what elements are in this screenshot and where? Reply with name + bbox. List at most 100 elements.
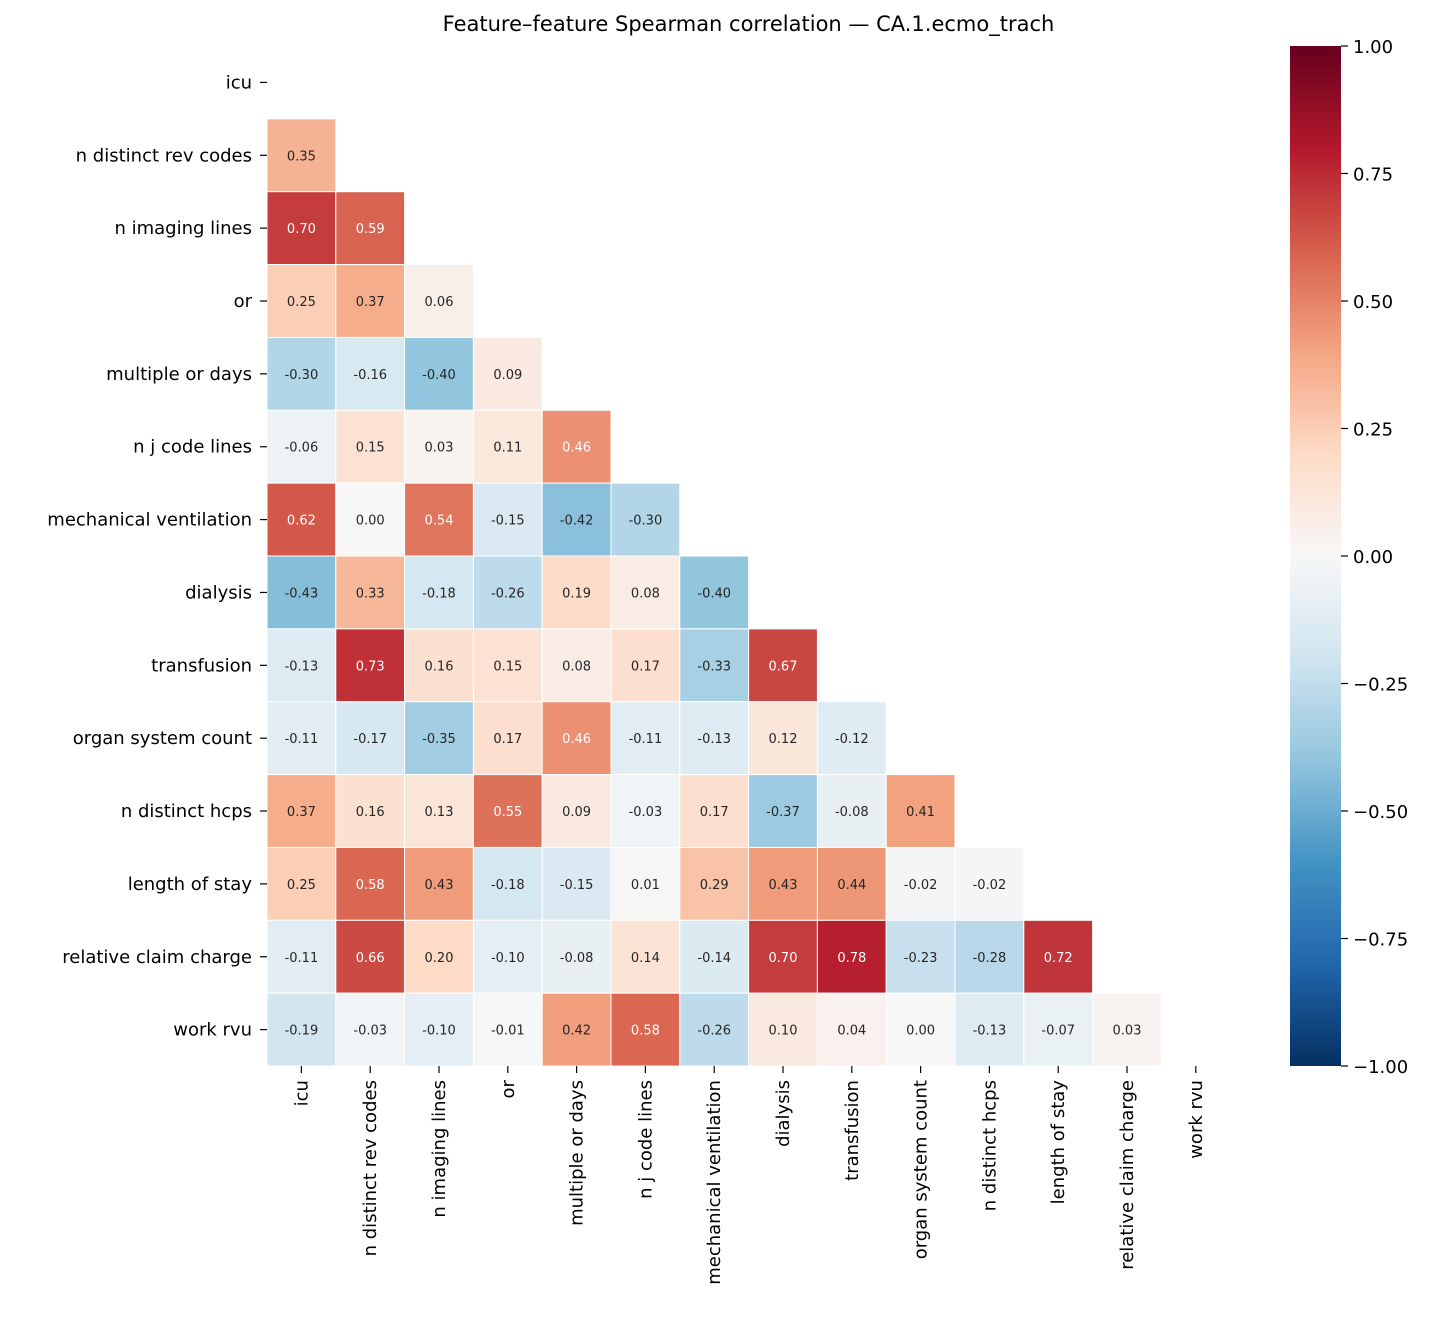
cell-value-label: 0.41 xyxy=(906,805,935,820)
heatmap-cell xyxy=(748,628,818,703)
heatmap-cell xyxy=(472,336,543,411)
cell-value-label: 0.14 xyxy=(631,951,660,966)
heatmap-cell xyxy=(954,992,1025,1067)
heatmap-cell xyxy=(404,701,474,776)
y-tick-label: length of stay xyxy=(128,874,253,895)
heatmap-cell xyxy=(679,628,750,703)
heatmap-cell xyxy=(404,846,474,921)
cell-value-label: -0.17 xyxy=(353,732,387,747)
cell-value-label: -0.37 xyxy=(766,805,800,820)
cell-value-label: 0.66 xyxy=(356,951,385,966)
heatmap-cell xyxy=(335,774,406,848)
heatmap-cell xyxy=(679,774,750,848)
heatmap-cell xyxy=(335,336,406,411)
y-tick-label: icu xyxy=(226,72,252,93)
cell-value-label: 0.10 xyxy=(769,1024,798,1039)
cell-value-label: 0.09 xyxy=(562,805,591,820)
heatmap-cell xyxy=(266,846,337,921)
cell-value-label: -0.08 xyxy=(560,951,594,966)
colorbar-tick-label: 0.50 xyxy=(1353,292,1393,313)
heatmap-cell xyxy=(816,701,887,776)
y-tick-label: mechanical ventilation xyxy=(47,510,252,531)
y-tick-label: transfusion xyxy=(151,655,252,676)
cell-value-label: 0.37 xyxy=(356,295,385,310)
cell-value-label: -0.08 xyxy=(835,805,869,820)
heatmap-cell xyxy=(335,919,406,994)
cell-value-label: 0.17 xyxy=(493,732,522,747)
cell-value-label: 0.43 xyxy=(769,878,798,893)
heatmap-cell xyxy=(404,919,474,994)
heatmap-cell xyxy=(679,701,750,776)
heatmap-cell xyxy=(335,555,406,630)
y-tick-label: work rvu xyxy=(173,1020,252,1041)
cell-value-label: -0.26 xyxy=(491,586,525,601)
cell-value-label: -0.11 xyxy=(285,732,319,747)
cell-value-label: 0.11 xyxy=(493,441,522,456)
heatmap-cell xyxy=(816,846,887,921)
heatmap-cell xyxy=(679,919,750,994)
cell-value-label: 0.67 xyxy=(769,659,798,674)
y-tick-label: organ system count xyxy=(73,728,252,749)
cell-value-label: -0.13 xyxy=(697,732,731,747)
cell-value-label: -0.16 xyxy=(353,368,387,383)
heatmap-cell xyxy=(404,628,474,703)
heatmap-cell xyxy=(610,774,681,848)
heatmap-cell xyxy=(679,992,750,1067)
x-tick-label: work rvu xyxy=(1186,1080,1207,1159)
y-tick-label: n j code lines xyxy=(133,437,252,458)
heatmap-cell xyxy=(404,774,474,848)
cell-value-label: 0.72 xyxy=(1044,951,1073,966)
cell-value-label: 0.35 xyxy=(287,149,316,164)
cell-value-label: 0.01 xyxy=(631,878,660,893)
cell-value-label: 0.37 xyxy=(287,805,316,820)
heatmap-cell xyxy=(472,774,543,848)
cell-value-label: 0.46 xyxy=(562,441,591,456)
cell-value-label: 0.70 xyxy=(769,951,798,966)
heatmap-cell xyxy=(541,555,612,630)
cell-value-label: -0.18 xyxy=(422,586,456,601)
heatmap-cell xyxy=(885,919,956,994)
heatmap-cell xyxy=(266,118,337,193)
heatmap-cell xyxy=(1092,992,1162,1067)
y-tick-label: relative claim charge xyxy=(62,947,252,968)
cell-value-label: 0.33 xyxy=(356,586,385,601)
cell-value-label: 0.25 xyxy=(287,878,316,893)
cell-value-label: -0.23 xyxy=(904,951,938,966)
heatmap-cell xyxy=(610,701,681,776)
heatmap-cell xyxy=(404,992,474,1067)
cell-value-label: 0.58 xyxy=(356,878,385,893)
heatmap-cell xyxy=(541,774,612,848)
heatmap-cell xyxy=(472,482,543,557)
heatmap-cell xyxy=(472,555,543,630)
heatmap-cell xyxy=(335,409,406,484)
cell-value-label: 0.16 xyxy=(356,805,385,820)
colorbar-tick-label: 1.00 xyxy=(1353,37,1393,58)
x-tick-label: n distinct rev codes xyxy=(360,1080,381,1256)
colorbar-tick-label: −0.50 xyxy=(1353,802,1408,823)
heatmap-cell xyxy=(541,846,612,921)
cell-value-label: 0.42 xyxy=(562,1024,591,1039)
cell-value-label: -0.06 xyxy=(285,441,319,456)
heatmap-cell xyxy=(1023,992,1094,1067)
x-tick-label: icu xyxy=(291,1080,312,1106)
heatmap-cell xyxy=(1023,919,1094,994)
colorbar xyxy=(1290,46,1341,1066)
cell-value-label: -0.26 xyxy=(697,1024,731,1039)
colorbar-tick-label: −0.25 xyxy=(1353,675,1408,696)
cell-value-label: -0.01 xyxy=(491,1024,525,1039)
heatmap-cell xyxy=(266,191,337,266)
colorbar-tick-label: −0.75 xyxy=(1353,930,1408,951)
cell-value-label: 0.17 xyxy=(700,805,729,820)
cell-value-label: 0.20 xyxy=(425,951,454,966)
cell-value-label: -0.15 xyxy=(560,878,594,893)
x-tick-label: length of stay xyxy=(1048,1080,1069,1205)
cell-value-label: 0.08 xyxy=(562,659,591,674)
heatmap-cell xyxy=(266,774,337,848)
heatmap-cell xyxy=(266,628,337,703)
heatmap-cell xyxy=(541,482,612,557)
cell-value-label: 0.04 xyxy=(837,1024,866,1039)
x-tick-label: or xyxy=(498,1079,519,1098)
cell-value-label: -0.02 xyxy=(904,878,938,893)
cell-value-label: -0.30 xyxy=(285,368,319,383)
cell-value-label: 0.70 xyxy=(287,222,316,237)
